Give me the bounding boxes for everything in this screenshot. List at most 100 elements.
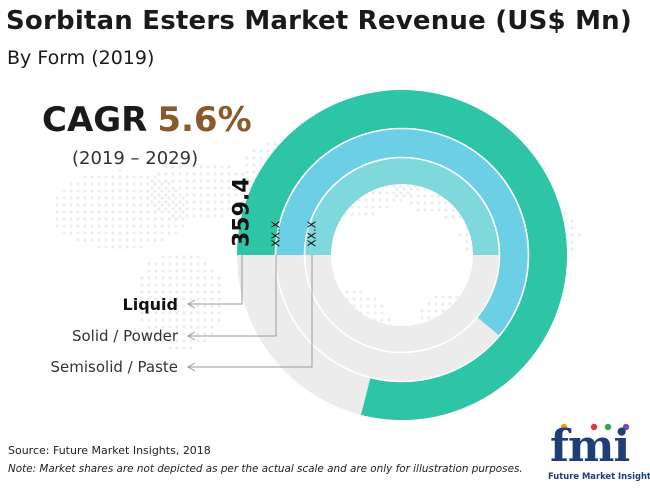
map-dot-873 — [147, 276, 151, 280]
map-dot-940 — [182, 290, 186, 294]
map-dot-284 — [252, 149, 256, 153]
map-dot-71 — [111, 175, 115, 179]
map-dot-894 — [161, 255, 165, 259]
map-dot-527 — [406, 184, 410, 188]
chart-rings — [237, 90, 567, 420]
source-note: Source: Future Market Insights, 2018 — [8, 444, 211, 457]
map-dot-934 — [175, 346, 179, 350]
map-dot-104 — [125, 245, 129, 249]
map-dot-7 — [62, 203, 66, 207]
map-dot-878 — [147, 311, 151, 315]
map-dot-216 — [185, 214, 189, 218]
map-dot-3 — [55, 217, 59, 221]
map-dot-929 — [175, 311, 179, 315]
map-dot-64 — [104, 203, 108, 207]
map-dot-153 — [160, 224, 164, 228]
map-dot-2 — [55, 210, 59, 214]
map-dot-485 — [371, 212, 375, 216]
map-dot-148 — [160, 189, 164, 193]
ring-arc-2 — [305, 158, 499, 255]
map-dot-1098 — [352, 297, 356, 301]
map-dot-141 — [153, 203, 157, 207]
map-dot-211 — [185, 179, 189, 183]
map-dot-13 — [69, 189, 73, 193]
map-dot-914 — [168, 304, 172, 308]
map-dot-46 — [90, 224, 94, 228]
map-dot-917 — [168, 325, 172, 329]
map-dot-902 — [161, 311, 165, 315]
map-dot-954 — [189, 290, 193, 294]
map-dot-858 — [570, 219, 574, 223]
map-dot-108 — [132, 196, 136, 200]
map-dot-176 — [150, 179, 154, 183]
logo-wordmark: fmi — [550, 421, 630, 472]
map-dot-1131 — [380, 318, 384, 322]
map-dot-939 — [182, 283, 186, 287]
map-dot-220 — [192, 186, 196, 190]
map-dot-134 — [146, 224, 150, 228]
map-dot-918 — [168, 332, 172, 336]
map-dot-493 — [378, 191, 382, 195]
map-dot-24 — [76, 210, 80, 214]
map-dot-223 — [192, 207, 196, 211]
map-dot-23 — [76, 203, 80, 207]
map-dot-536 — [395, 187, 399, 191]
map-dot-300 — [266, 149, 270, 153]
category-label-semisolid-paste: Semisolid / Paste — [50, 358, 178, 376]
map-dot-72 — [111, 182, 115, 186]
map-dot-180 — [157, 172, 161, 176]
map-dot-287 — [252, 170, 256, 174]
map-dot-292 — [259, 156, 263, 160]
map-dot-232 — [199, 214, 203, 218]
map-dot-4 — [55, 224, 59, 228]
map-dot-28 — [76, 238, 80, 242]
map-dot-132 — [146, 210, 150, 214]
map-dot-135 — [146, 231, 150, 235]
map-dot-974 — [196, 332, 200, 336]
map-dot-144 — [153, 224, 157, 228]
map-dot-927 — [175, 297, 179, 301]
map-dot-995 — [210, 318, 214, 322]
map-dot-194 — [171, 172, 175, 176]
map-dot-1004 — [217, 318, 221, 322]
map-dot-309 — [273, 142, 277, 146]
map-dot-590 — [437, 208, 441, 212]
map-dot-246 — [213, 200, 217, 204]
map-dot-964 — [196, 262, 200, 266]
map-dot-275 — [248, 179, 252, 183]
map-dot-978 — [203, 276, 207, 280]
map-dot-254 — [220, 200, 224, 204]
map-dot-1088 — [345, 290, 349, 294]
map-dot-191 — [164, 200, 168, 204]
map-dot-1145 — [434, 295, 438, 299]
map-dot-931 — [175, 325, 179, 329]
map-dot-114 — [132, 238, 136, 242]
map-dot-217 — [192, 165, 196, 169]
ring-separator-1 — [303, 156, 501, 354]
map-dot-975 — [196, 339, 200, 343]
map-dot-1106 — [359, 290, 363, 294]
map-dot-921 — [175, 255, 179, 259]
map-dot-209 — [185, 165, 189, 169]
map-dot-905 — [161, 332, 165, 336]
map-dot-869 — [140, 311, 144, 315]
map-dot-955 — [189, 297, 193, 301]
map-dot-17 — [69, 217, 73, 221]
map-dot-859 — [570, 226, 574, 230]
map-dot-168 — [174, 217, 178, 221]
map-dot-233 — [206, 165, 210, 169]
map-dot-255 — [220, 207, 224, 211]
map-dot-8 — [62, 210, 66, 214]
map-dot-162 — [167, 224, 171, 228]
map-dot-1116 — [366, 304, 370, 308]
map-dot-887 — [154, 297, 158, 301]
map-dot-528 — [406, 191, 410, 195]
map-dot-190 — [164, 193, 168, 197]
map-dot-944 — [182, 318, 186, 322]
map-dot-210 — [185, 172, 189, 176]
map-dot-228 — [199, 186, 203, 190]
map-dot-588 — [437, 194, 441, 198]
map-dot-252 — [220, 186, 224, 190]
logo-dots-icon — [560, 423, 630, 431]
map-dot-738 — [465, 240, 469, 244]
